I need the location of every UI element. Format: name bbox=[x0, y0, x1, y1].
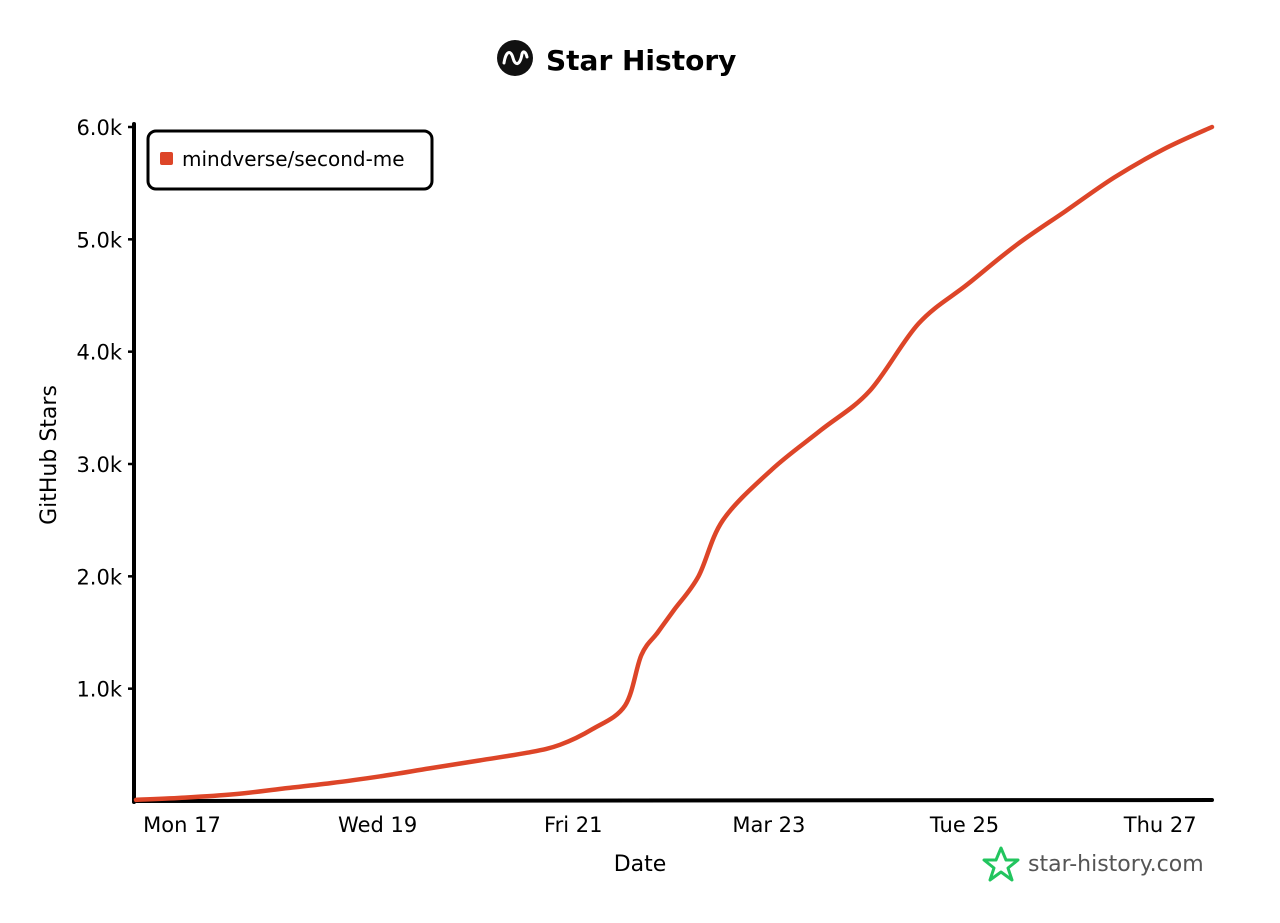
x-tick-label: Mar 23 bbox=[732, 813, 805, 837]
y-axis-ticks: 1.0k 2.0k 3.0k 4.0k 5.0k 6.0k bbox=[76, 116, 136, 702]
y-tick-label: 5.0k bbox=[76, 228, 122, 252]
y-axis-title: GitHub Stars bbox=[37, 385, 62, 525]
x-axis-ticks: Mon 17 Wed 19 Fri 21 Mar 23 Tue 25 Thu 27 bbox=[143, 813, 1196, 837]
chart-title: Star History bbox=[546, 44, 736, 77]
y-tick-label: 1.0k bbox=[76, 678, 122, 702]
y-axis-line bbox=[131, 122, 137, 804]
series-layer bbox=[133, 124, 1215, 803]
watermark: star-history.com bbox=[982, 846, 1204, 882]
y-tick-label: 3.0k bbox=[76, 453, 122, 477]
x-tick-label: Tue 25 bbox=[929, 813, 999, 837]
star-icon bbox=[982, 846, 1020, 882]
y-tick-label: 4.0k bbox=[76, 341, 122, 365]
legend: mindverse/second-me bbox=[146, 129, 434, 191]
x-tick-label: Wed 19 bbox=[338, 813, 417, 837]
x-tick-label: Thu 27 bbox=[1123, 813, 1197, 837]
chart-title-group: Star History bbox=[497, 40, 736, 77]
x-axis-title: Date bbox=[614, 852, 667, 877]
legend-label: mindverse/second-me bbox=[182, 147, 405, 171]
watermark-text: star-history.com bbox=[1028, 852, 1204, 877]
star-history-logo-icon bbox=[497, 40, 533, 76]
x-tick-label: Fri 21 bbox=[544, 813, 602, 837]
series-line-mindverse-second-me bbox=[133, 124, 1215, 803]
legend-swatch bbox=[160, 152, 173, 165]
legend-box bbox=[146, 129, 434, 191]
x-axis-line bbox=[132, 798, 1214, 804]
x-tick-label: Mon 17 bbox=[143, 813, 221, 837]
y-tick-label: 6.0k bbox=[76, 116, 122, 140]
y-tick-label: 2.0k bbox=[76, 565, 122, 589]
